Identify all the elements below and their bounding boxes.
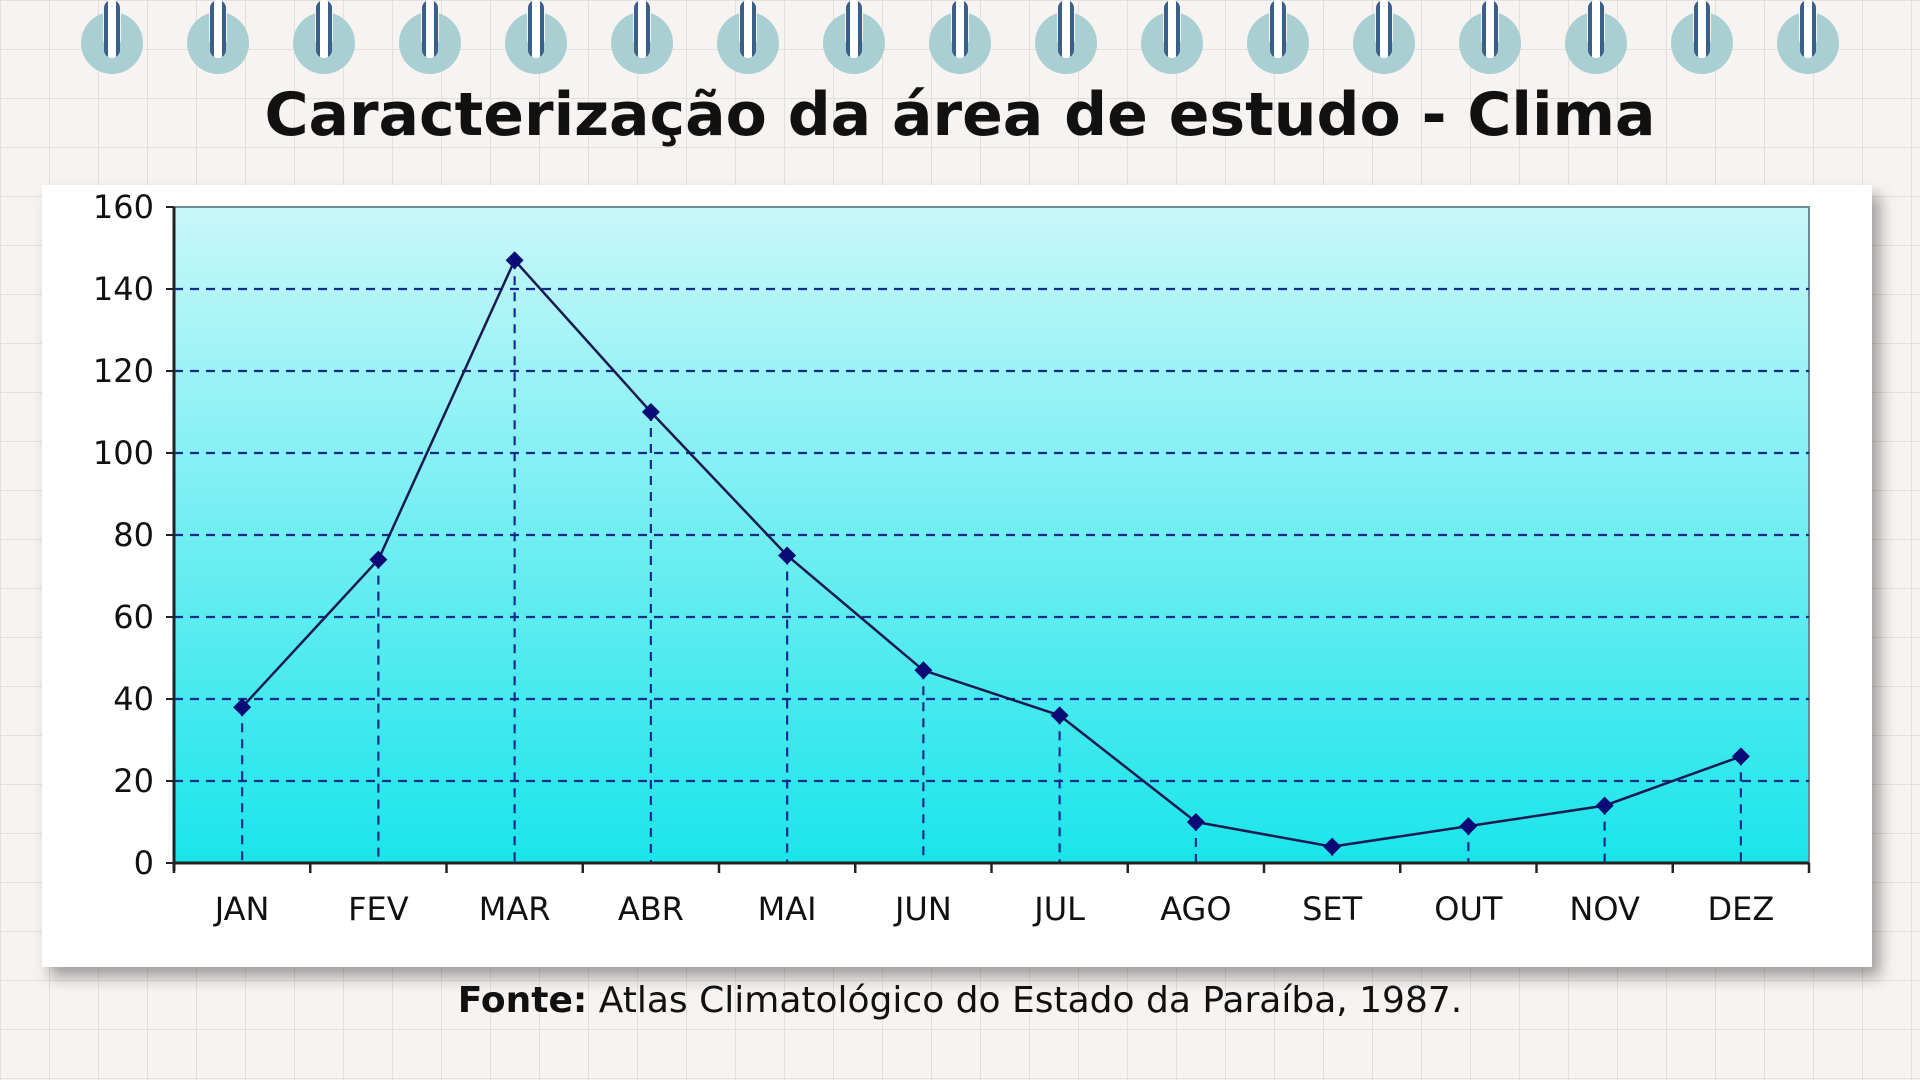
binding-ring [1035,0,1097,74]
binding-ring [1353,0,1415,74]
binding-ring [1459,0,1521,74]
binding-ring [187,0,249,74]
x-tick-label: JUL [1032,890,1085,928]
x-tick-label: MAR [479,890,551,928]
binding-ring [823,0,885,74]
y-tick-label: 40 [113,680,154,718]
binding-ring [293,0,355,74]
x-tick-label: FEV [348,890,409,928]
precipitation-line-chart: 0 20 40 60 80 100 120 140 160 JAN FEV MAR ABR MAI JUN J… [93,188,1811,928]
binding-ring [1565,0,1627,74]
binding-ring [717,0,779,74]
x-tick-label: SET [1302,890,1363,928]
data-point [505,251,524,270]
y-tick-label: 0 [134,844,154,882]
y-tick-label: 60 [113,598,154,636]
data-point [1186,813,1205,831]
series [233,251,1750,856]
binding-ring [1777,0,1839,74]
chart-card: 0 20 40 60 80 100 120 140 160 JAN FEV MAR ABR MAI JUN J… [42,185,1872,967]
data-point [1050,706,1069,725]
gridlines [174,260,1809,863]
data-point [1459,817,1478,836]
data-point [778,546,797,565]
binding-ring [81,0,143,74]
spiral-binding [0,0,1920,90]
binding-ring [1247,0,1309,74]
x-tick-label: ABR [618,890,684,928]
source-caption: Fonte: Atlas Climatológico do Estado da … [0,980,1920,1021]
source-text: Atlas Climatológico do Estado da Paraíba… [598,980,1463,1021]
y-tick-label: 20 [113,762,154,800]
x-tick-label: JUN [893,890,952,928]
axes: 0 20 40 60 80 100 120 140 160 JAN FEV MAR ABR MAI JUN J… [93,188,1811,928]
series-line [241,258,1742,848]
page-title: Caracterização da área de estudo - Clima [264,80,1656,150]
data-point [1595,796,1614,815]
binding-ring [1141,0,1203,74]
binding-ring [505,0,567,74]
data-point [641,403,660,421]
binding-ring [929,0,991,74]
x-tick-label: JAN [213,890,270,928]
x-tick-label: MAI [758,890,817,928]
data-point [1323,837,1342,856]
y-tick-label: 100 [93,434,154,472]
y-tick-label: 160 [93,188,154,226]
data-point [233,698,252,717]
data-point [1731,747,1750,766]
y-tick-label: 80 [113,516,154,554]
y-tick-label: 140 [93,270,154,308]
binding-ring [1671,0,1733,74]
source-label: Fonte: [457,980,588,1021]
x-tick-label: AGO [1160,890,1231,928]
x-tick-label: OUT [1434,890,1503,928]
binding-ring [399,0,461,74]
data-point [914,661,933,680]
binding-ring [611,0,673,74]
y-tick-label: 120 [93,352,154,390]
x-tick-label: DEZ [1707,890,1774,928]
x-tick-label: NOV [1569,890,1640,928]
data-point [369,550,388,569]
